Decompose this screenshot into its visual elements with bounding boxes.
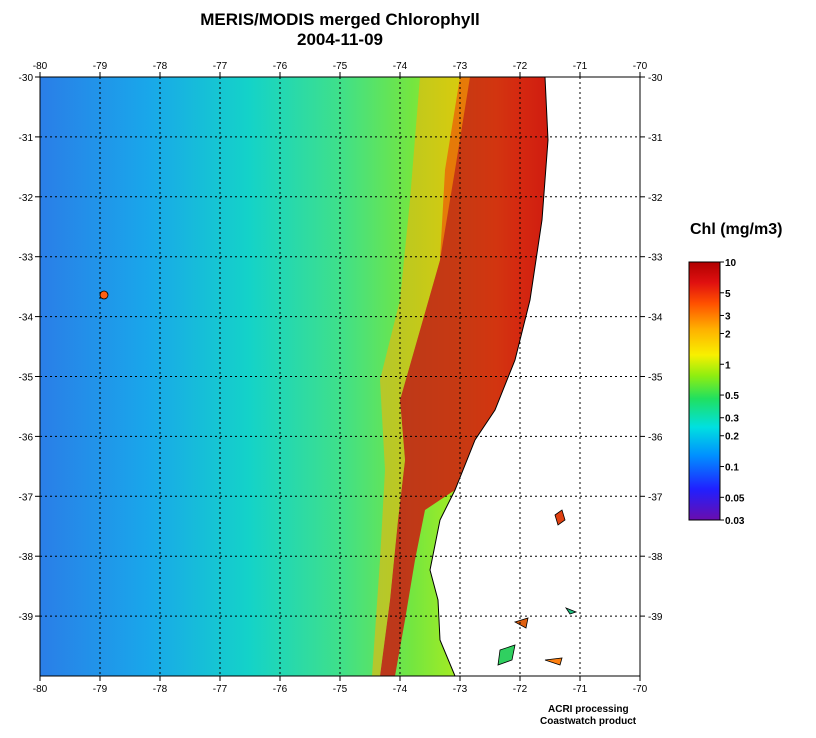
- lat-tick-label-right: -32: [648, 193, 663, 204]
- lat-tick-label-left: -37: [19, 492, 34, 503]
- colorbar-label: 1: [725, 360, 731, 371]
- lat-tick-label-left: -39: [19, 612, 34, 623]
- colorbar: [688, 261, 721, 521]
- lon-tick-label-bottom: -78: [153, 684, 168, 695]
- lat-tick-label-left: -32: [19, 193, 34, 204]
- lat-tick-label-left: -30: [19, 73, 34, 84]
- lat-tick-label-right: -31: [648, 133, 663, 144]
- lon-tick-label-bottom: -75: [333, 684, 348, 695]
- lat-tick-label-right: -30: [648, 73, 663, 84]
- lon-tick-label-bottom: -76: [273, 684, 288, 695]
- colorbar-label: 0.3: [725, 414, 739, 425]
- lat-tick-label-left: -38: [19, 552, 34, 563]
- lat-tick-label-left: -31: [19, 133, 34, 144]
- lat-tick-label-right: -39: [648, 612, 663, 623]
- lat-tick-label-left: -33: [19, 253, 34, 264]
- lat-tick-label-left: -34: [19, 313, 34, 324]
- lon-tick-label-bottom: -71: [573, 684, 588, 695]
- lon-tick-label-bottom: -79: [93, 684, 108, 695]
- lat-tick-label-right: -33: [648, 253, 663, 264]
- lon-tick-label-top: -77: [213, 61, 228, 72]
- credit-line-2: Coastwatch product: [540, 716, 637, 727]
- lon-tick-label-bottom: -72: [513, 684, 528, 695]
- lon-tick-label-bottom: -80: [33, 684, 48, 695]
- colorbar-label: 0.5: [725, 391, 739, 402]
- island: [513, 617, 529, 629]
- lon-tick-label-top: -73: [453, 61, 468, 72]
- island: [497, 644, 516, 666]
- colorbar-title: Chl (mg/m3): [690, 221, 783, 238]
- lon-tick-label-bottom: -73: [453, 684, 468, 695]
- coastal-upwelling-band: [380, 77, 548, 676]
- lon-tick-label-top: -78: [153, 61, 168, 72]
- colorbar-label: 0.05: [725, 493, 745, 504]
- colorbar-label: 2: [725, 329, 731, 340]
- colorbar-label: 0.03: [725, 516, 745, 527]
- lat-tick-label-right: -34: [648, 313, 663, 324]
- lat-tick-label-right: -38: [648, 552, 663, 563]
- lon-tick-label-top: -70: [633, 61, 648, 72]
- lat-tick-label-right: -35: [648, 373, 663, 384]
- lon-tick-label-top: -71: [573, 61, 588, 72]
- island: [544, 657, 563, 666]
- lon-tick-label-top: -80: [33, 61, 48, 72]
- colorbar-label: 10: [725, 258, 737, 269]
- colorbar-label: 0.2: [725, 432, 739, 443]
- colorbar-label: 0.1: [725, 463, 739, 474]
- lat-tick-label-left: -35: [19, 373, 34, 384]
- map-date: 2004-11-09: [296, 30, 384, 49]
- lon-tick-label-top: -72: [513, 61, 528, 72]
- lon-tick-label-top: -76: [273, 61, 288, 72]
- credit-line-1: ACRI processing: [548, 704, 629, 715]
- lat-tick-label-right: -36: [648, 432, 663, 443]
- island: [554, 509, 566, 526]
- island-juan-fernandez: [99, 290, 109, 300]
- colorbar-label: 5: [725, 289, 731, 300]
- lat-tick-label-left: -36: [19, 432, 34, 443]
- lon-tick-label-top: -79: [93, 61, 108, 72]
- lon-tick-label-top: -75: [333, 61, 348, 72]
- lon-tick-label-bottom: -74: [393, 684, 408, 695]
- lon-tick-label-bottom: -77: [213, 684, 228, 695]
- island: [564, 607, 578, 615]
- colorbar-label: 3: [725, 311, 731, 322]
- lon-tick-label-top: -74: [393, 61, 408, 72]
- coastal-transition-band: [372, 77, 470, 676]
- lat-tick-label-right: -37: [648, 492, 663, 503]
- lon-tick-label-bottom: -70: [633, 684, 648, 695]
- map-title: MERIS/MODIS merged Chlorophyll: [200, 10, 480, 29]
